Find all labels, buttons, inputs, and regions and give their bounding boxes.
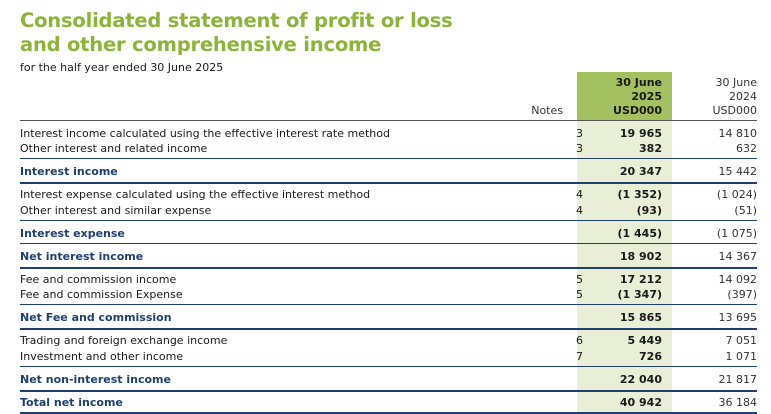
row-prior-value: 14 092 <box>718 273 758 286</box>
table-row: Fee and commission income 5 17 212 14 09… <box>20 272 757 287</box>
subtotal-row: Interest expense (1 445) (1 075) <box>20 226 757 241</box>
statement-period: for the half year ended 30 June 2025 <box>20 61 224 74</box>
row-note: 6 <box>576 334 583 347</box>
title-line-1: Consolidated statement of profit or loss <box>20 9 453 32</box>
row-prior-value: (397) <box>727 288 757 301</box>
row-note: 3 <box>576 127 583 140</box>
row-divider <box>20 366 757 367</box>
row-current-value: 15 865 <box>619 311 662 324</box>
table-row: Other interest and related income 3 382 … <box>20 141 757 156</box>
row-note: 7 <box>576 350 583 363</box>
row-prior-value: 1 071 <box>725 350 758 363</box>
row-divider <box>20 390 757 392</box>
row-prior-value: 14 367 <box>718 250 758 263</box>
subtotal-row: Interest income 20 347 15 442 <box>20 164 757 179</box>
prior-period-unit: USD000 <box>712 104 758 117</box>
row-divider <box>20 412 757 414</box>
row-prior-value: 13 695 <box>718 311 758 324</box>
current-period-header-highlight <box>577 72 672 120</box>
table-row: Trading and foreign exchange income 6 5 … <box>20 333 757 348</box>
row-label: Net Fee and commission <box>20 311 172 324</box>
table-row: Investment and other income 7 726 1 071 <box>20 349 757 364</box>
total-row: Total net income 40 942 36 184 <box>20 395 757 410</box>
row-label: Interest expense <box>20 227 125 240</box>
row-current-value: 20 347 <box>619 165 662 178</box>
row-label: Interest expense calculated using the ef… <box>20 188 371 201</box>
row-current-value: (1 445) <box>617 227 663 240</box>
row-divider <box>20 158 757 159</box>
prior-period-header: 30 June 2024 USD000 <box>672 76 758 118</box>
title-line-2: and other comprehensive income <box>20 33 382 56</box>
row-label: Trading and foreign exchange income <box>20 334 228 347</box>
row-label: Net non-interest income <box>20 373 171 386</box>
row-divider <box>20 182 757 184</box>
row-current-value: 22 040 <box>619 373 662 386</box>
current-period-year: 2025 <box>631 90 662 103</box>
row-divider <box>20 243 757 244</box>
row-current-value: 726 <box>639 350 662 363</box>
row-current-value: 18 902 <box>619 250 662 263</box>
row-divider <box>20 304 757 305</box>
table-row: Fee and commission Expense 5 (1 347) (39… <box>20 287 757 302</box>
row-label: Net interest income <box>20 250 144 263</box>
subtotal-row: Net interest income 18 902 14 367 <box>20 249 757 264</box>
prior-period-year: 2024 <box>729 90 757 103</box>
row-label: Fee and commission Expense <box>20 288 183 301</box>
row-current-value: 17 212 <box>619 273 662 286</box>
row-prior-value: 14 810 <box>718 127 758 140</box>
row-label: Other interest and similar expense <box>20 204 212 217</box>
row-prior-value: 15 442 <box>718 165 758 178</box>
table-row: Interest expense calculated using the ef… <box>20 187 757 202</box>
current-period-date: 30 June <box>615 76 662 89</box>
current-period-unit: USD000 <box>613 104 662 117</box>
row-prior-value: 632 <box>736 142 757 155</box>
row-current-value: 382 <box>639 142 662 155</box>
row-note: 5 <box>576 288 583 301</box>
row-prior-value: (1 024) <box>716 188 757 201</box>
row-label: Other interest and related income <box>20 142 208 155</box>
row-note: 4 <box>576 188 583 201</box>
row-note: 3 <box>576 142 583 155</box>
row-divider <box>20 267 757 269</box>
current-period-header: 30 June 2025 USD000 <box>577 76 662 118</box>
row-label: Interest income calculated using the eff… <box>20 127 390 140</box>
row-divider <box>20 220 757 221</box>
statement-title: Consolidated statement of profit or loss… <box>20 9 453 57</box>
subtotal-row: Net Fee and commission 15 865 13 695 <box>20 310 757 325</box>
row-prior-value: 21 817 <box>718 373 758 386</box>
row-prior-value: (1 075) <box>716 227 757 240</box>
row-current-value: 19 965 <box>619 127 662 140</box>
row-label: Fee and commission income <box>20 273 177 286</box>
subtotal-row: Net non-interest income 22 040 21 817 <box>20 372 757 387</box>
row-current-value: (1 352) <box>617 188 663 201</box>
row-divider <box>20 328 757 330</box>
table-row: Interest income calculated using the eff… <box>20 126 757 141</box>
row-current-value: (1 347) <box>617 288 663 301</box>
row-prior-value: 7 051 <box>725 334 758 347</box>
row-label: Total net income <box>20 396 123 409</box>
row-current-value: 40 942 <box>619 396 662 409</box>
row-current-value: (93) <box>636 204 662 217</box>
row-label: Interest income <box>20 165 118 178</box>
row-note: 4 <box>576 204 583 217</box>
row-label: Investment and other income <box>20 350 184 363</box>
header-divider <box>20 120 757 121</box>
prior-period-date: 30 June <box>715 76 757 89</box>
table-row: Other interest and similar expense 4 (93… <box>20 203 757 218</box>
row-current-value: 5 449 <box>627 334 662 347</box>
row-prior-value: 36 184 <box>718 396 758 409</box>
row-prior-value: (51) <box>734 204 757 217</box>
row-note: 5 <box>576 273 583 286</box>
notes-header: Notes <box>531 104 563 117</box>
